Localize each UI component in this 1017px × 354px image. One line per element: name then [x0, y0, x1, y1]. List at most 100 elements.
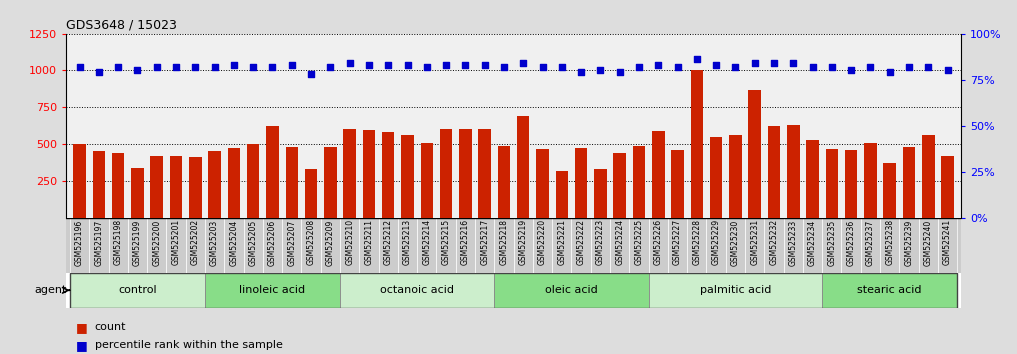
Bar	[320, 218, 340, 273]
Point	[920, 64, 937, 70]
Bar	[363, 130, 375, 218]
Bar	[691, 70, 703, 218]
Bar	[439, 129, 453, 218]
Point	[766, 60, 782, 66]
Point	[284, 62, 300, 68]
Point	[303, 71, 319, 77]
Bar	[436, 218, 456, 273]
Bar	[243, 218, 262, 273]
Text: GSM525223: GSM525223	[596, 219, 605, 266]
Text: octanoic acid: octanoic acid	[380, 285, 455, 295]
Bar	[903, 147, 915, 218]
Bar	[70, 218, 89, 273]
Text: GSM525210: GSM525210	[345, 219, 354, 266]
Point	[611, 69, 627, 75]
Text: GSM525208: GSM525208	[306, 219, 315, 266]
Text: GSM525229: GSM525229	[712, 219, 721, 266]
Text: GSM525222: GSM525222	[577, 219, 586, 266]
Bar	[613, 153, 625, 218]
Point	[361, 62, 377, 68]
Text: GSM525238: GSM525238	[885, 219, 894, 266]
Bar	[822, 218, 841, 273]
Bar	[784, 218, 802, 273]
Point	[882, 69, 898, 75]
Bar	[575, 148, 588, 218]
Bar	[880, 218, 899, 273]
Point	[110, 64, 126, 70]
Bar	[398, 218, 417, 273]
Bar	[186, 218, 205, 273]
Point	[168, 64, 184, 70]
Bar	[402, 135, 414, 218]
Point	[843, 68, 859, 73]
Bar	[167, 218, 186, 273]
Point	[264, 64, 281, 70]
Text: GSM525196: GSM525196	[75, 219, 84, 266]
Point	[438, 62, 455, 68]
Text: GSM525216: GSM525216	[461, 219, 470, 266]
Text: GSM525200: GSM525200	[153, 219, 162, 266]
Point	[746, 60, 763, 66]
Bar	[610, 218, 630, 273]
Text: GSM525197: GSM525197	[95, 219, 104, 266]
Text: GSM525232: GSM525232	[770, 219, 778, 266]
Bar	[845, 150, 857, 218]
Bar	[514, 218, 533, 273]
Bar	[417, 218, 436, 273]
Text: GSM525206: GSM525206	[268, 219, 277, 266]
Bar	[382, 132, 395, 218]
Text: GSM525227: GSM525227	[673, 219, 682, 266]
Bar	[497, 145, 511, 218]
Bar	[112, 153, 124, 218]
Text: count: count	[95, 322, 126, 332]
Bar	[668, 218, 687, 273]
Bar	[340, 218, 359, 273]
Point	[631, 64, 647, 70]
Point	[496, 64, 513, 70]
Text: control: control	[118, 285, 157, 295]
Point	[901, 64, 917, 70]
Text: GSM525219: GSM525219	[519, 219, 528, 266]
Bar	[841, 218, 860, 273]
Bar	[70, 273, 205, 308]
Bar	[205, 218, 225, 273]
Bar	[109, 218, 128, 273]
Point	[708, 62, 724, 68]
Text: GSM525214: GSM525214	[422, 219, 431, 266]
Text: GDS3648 / 15023: GDS3648 / 15023	[66, 18, 177, 31]
Bar	[344, 129, 356, 218]
Bar	[826, 149, 838, 218]
Text: GSM525228: GSM525228	[693, 219, 702, 266]
Bar	[340, 273, 494, 308]
Bar	[822, 273, 957, 308]
Text: GSM525237: GSM525237	[865, 219, 875, 266]
Text: GSM525230: GSM525230	[731, 219, 740, 266]
Text: palmitic acid: palmitic acid	[700, 285, 771, 295]
Text: GSM525203: GSM525203	[211, 219, 219, 266]
Bar	[301, 218, 320, 273]
Text: oleic acid: oleic acid	[545, 285, 598, 295]
Point	[187, 64, 203, 70]
Text: ■: ■	[76, 321, 88, 334]
Bar	[649, 273, 822, 308]
Bar	[594, 169, 607, 218]
Point	[592, 68, 608, 73]
Text: GSM525240: GSM525240	[923, 219, 933, 266]
Bar	[671, 150, 683, 218]
Text: ■: ■	[76, 339, 88, 352]
Text: GSM525204: GSM525204	[230, 219, 238, 266]
Text: GSM525212: GSM525212	[383, 219, 393, 266]
Text: GSM525224: GSM525224	[615, 219, 624, 266]
Bar	[89, 218, 109, 273]
Point	[553, 64, 570, 70]
Bar	[649, 218, 668, 273]
Text: GSM525235: GSM525235	[828, 219, 836, 266]
Bar	[555, 171, 569, 218]
Bar	[262, 218, 282, 273]
Bar	[860, 218, 880, 273]
Bar	[247, 144, 259, 218]
Point	[458, 62, 474, 68]
Point	[940, 68, 956, 73]
Point	[419, 64, 435, 70]
Bar	[749, 90, 761, 218]
